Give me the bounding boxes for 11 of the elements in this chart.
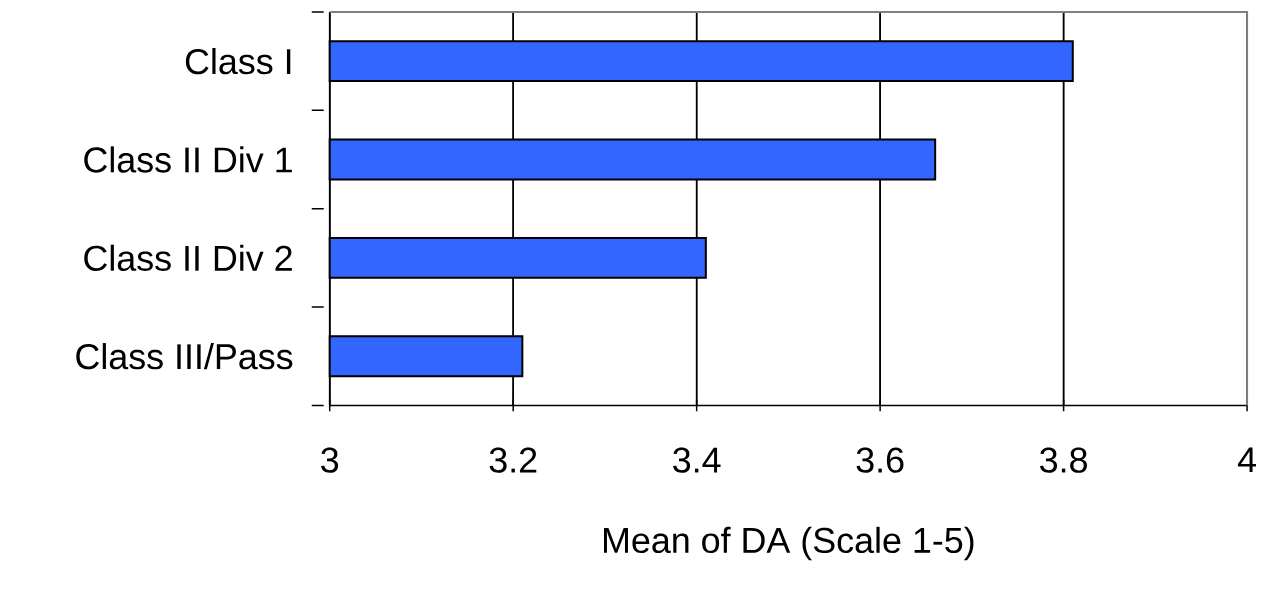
y-tick-label: Class I bbox=[185, 48, 291, 75]
x-tick-label: 3.4 bbox=[673, 447, 721, 473]
x-tick-label: 3.2 bbox=[489, 447, 537, 473]
y-tick-label: Class III/Pass bbox=[76, 343, 293, 370]
x-tick-label: 3.8 bbox=[1040, 447, 1087, 473]
y-tick-label: Class II Div 1 bbox=[84, 146, 292, 173]
x-axis-title: Mean of DA (Scale 1-5) bbox=[603, 526, 974, 561]
x-tick-label: 4 bbox=[1237, 447, 1256, 473]
x-tick-label: 3.6 bbox=[856, 447, 904, 473]
x-tick-label: 3 bbox=[321, 447, 339, 473]
y-tick-label: Class II Div 2 bbox=[84, 244, 292, 272]
